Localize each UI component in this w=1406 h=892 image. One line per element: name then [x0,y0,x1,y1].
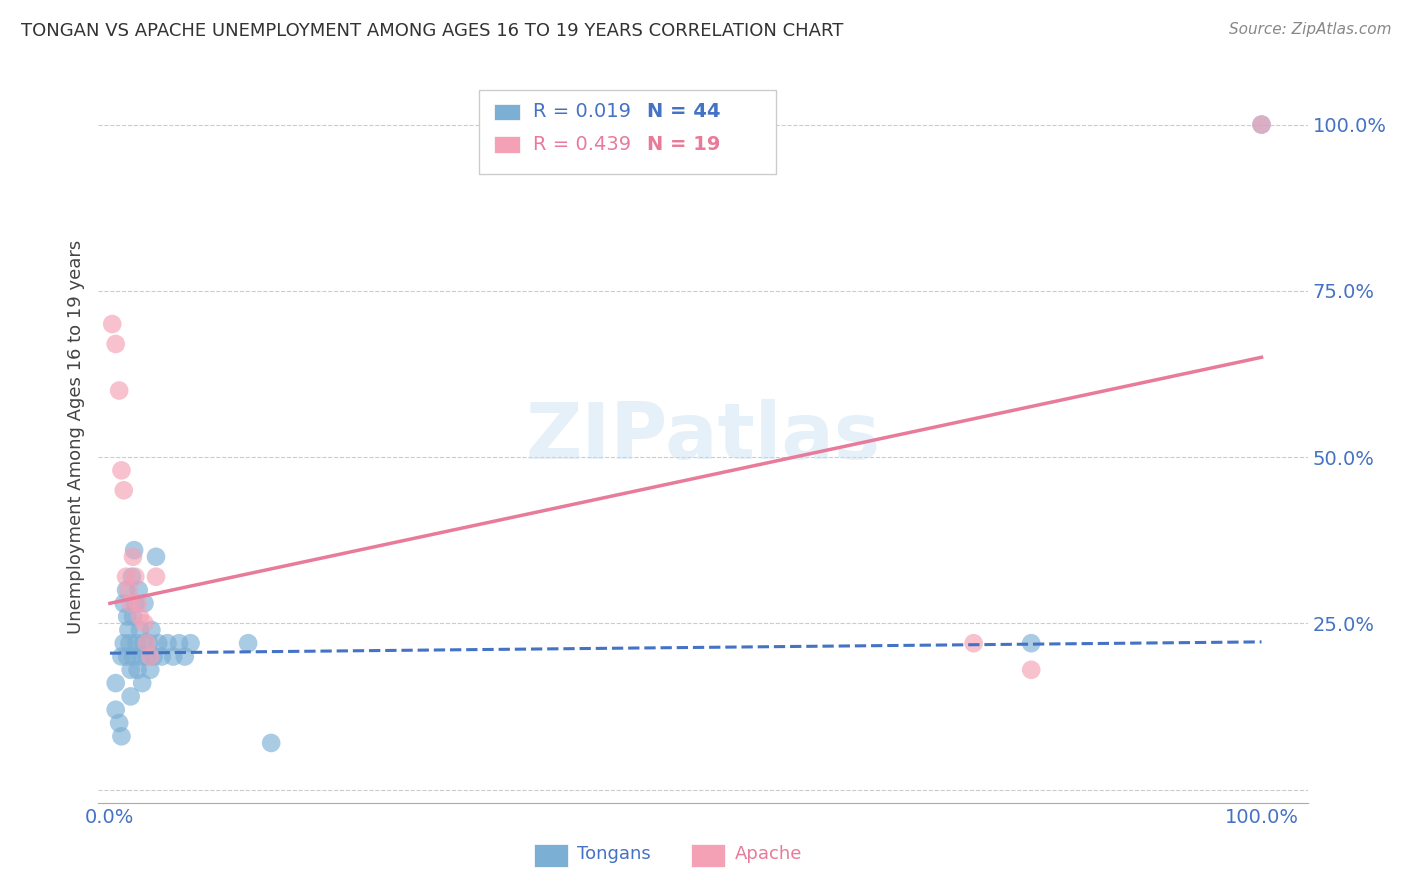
Text: N = 44: N = 44 [647,102,721,121]
Point [101,317,124,331]
Text: N = 19: N = 19 [647,135,721,154]
Point [127,663,149,677]
Point [128,582,150,597]
Point [117,582,139,597]
Point [112,596,135,610]
Point [141,623,163,637]
Text: ZIPatlas: ZIPatlas [526,399,880,475]
Point [139,663,162,677]
Point [260,736,283,750]
Point [236,636,259,650]
Point [135,636,157,650]
Point [173,649,195,664]
Point [112,483,135,498]
Point [110,649,132,664]
Point [148,636,170,650]
Point [104,703,127,717]
Point [1250,118,1272,132]
Point [162,649,184,664]
Point [110,463,132,477]
Point [127,596,149,610]
Point [145,549,167,564]
Point [129,649,152,664]
Text: TONGAN VS APACHE UNEMPLOYMENT AMONG AGES 16 TO 19 YEARS CORRELATION CHART: TONGAN VS APACHE UNEMPLOYMENT AMONG AGES… [21,22,844,40]
Point [962,636,984,650]
Point [1250,118,1272,132]
FancyBboxPatch shape [494,136,520,153]
Text: Tongans: Tongans [578,845,651,863]
Point [145,570,167,584]
Point [104,337,127,351]
Text: R = 0.019: R = 0.019 [533,102,630,121]
Point [180,636,202,650]
Point [1019,663,1042,677]
Point [118,636,141,650]
Point [122,543,145,558]
Point [134,616,156,631]
FancyBboxPatch shape [534,844,568,867]
Point [108,384,131,398]
Point [135,649,157,664]
Point [115,609,138,624]
FancyBboxPatch shape [479,90,776,174]
Point [139,649,162,664]
Y-axis label: Unemployment Among Ages 16 to 19 years: Unemployment Among Ages 16 to 19 years [66,240,84,634]
Point [110,729,132,743]
Point [167,636,190,650]
Point [156,636,179,650]
Point [120,690,142,704]
Point [108,716,131,731]
Text: R = 0.439: R = 0.439 [533,135,631,154]
Point [122,649,145,664]
Point [138,636,160,650]
Point [121,570,143,584]
Point [124,570,146,584]
Text: Source: ZipAtlas.com: Source: ZipAtlas.com [1229,22,1392,37]
Point [115,649,138,664]
Point [134,596,156,610]
Point [128,609,150,624]
Point [132,636,155,650]
FancyBboxPatch shape [494,103,520,120]
Text: Apache: Apache [734,845,801,863]
Point [1019,636,1042,650]
Point [125,636,148,650]
Point [150,649,173,664]
Point [131,676,153,690]
Point [115,582,138,597]
Point [117,623,139,637]
FancyBboxPatch shape [690,844,724,867]
Point [112,636,135,650]
Point [120,663,142,677]
Point [104,676,127,690]
Point [128,623,150,637]
Point [115,570,138,584]
Point [122,549,145,564]
Point [124,596,146,610]
Point [122,609,145,624]
Point [142,649,165,664]
Point [120,596,142,610]
